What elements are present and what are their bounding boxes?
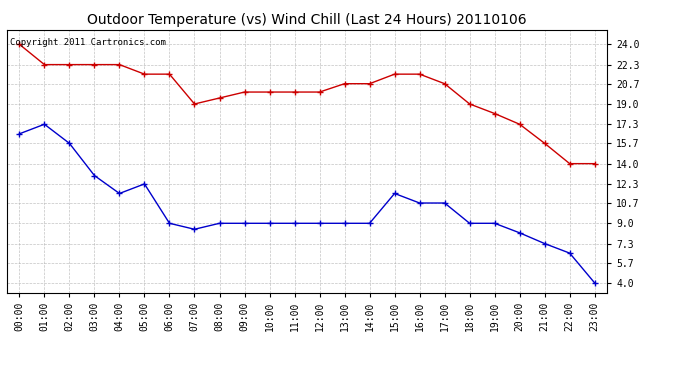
Text: Copyright 2011 Cartronics.com: Copyright 2011 Cartronics.com bbox=[10, 38, 166, 47]
Title: Outdoor Temperature (vs) Wind Chill (Last 24 Hours) 20110106: Outdoor Temperature (vs) Wind Chill (Las… bbox=[87, 13, 527, 27]
